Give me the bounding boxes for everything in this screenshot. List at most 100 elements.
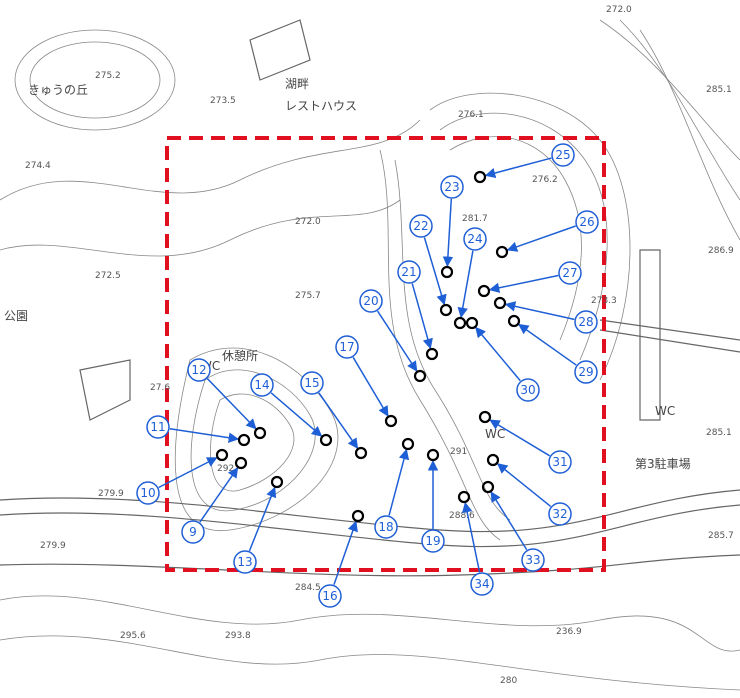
elevation: 273.5 — [210, 96, 236, 106]
elevation: 286.9 — [708, 246, 734, 256]
marker-badge — [146, 415, 170, 439]
marker-number: 15 — [304, 376, 319, 390]
pointer-arrow — [158, 457, 218, 489]
marker-badge — [318, 584, 342, 608]
elevation: 281.7 — [462, 214, 488, 224]
pointer-arrow — [518, 323, 577, 366]
survey-point — [473, 170, 487, 184]
pointer-arrow — [475, 326, 521, 382]
marker-number: 16 — [322, 589, 337, 603]
survey-point — [253, 426, 267, 440]
marker-badge — [335, 335, 359, 359]
survey-point — [413, 369, 427, 383]
marker-number: 22 — [413, 219, 428, 233]
elevation: 273.3 — [591, 296, 617, 306]
marker-number: 29 — [578, 365, 593, 379]
pointer-arrow — [199, 467, 239, 523]
survey-point — [453, 316, 467, 330]
survey-point — [440, 265, 454, 279]
marker-number: 20 — [363, 294, 378, 308]
marker-badge — [374, 515, 398, 539]
place-name: 休憩所 — [222, 348, 258, 363]
marker-number: 13 — [237, 555, 252, 569]
survey-point — [354, 446, 368, 460]
survey-point — [478, 410, 492, 424]
pointer-arrow — [496, 463, 552, 508]
marker-number: 10 — [140, 486, 155, 500]
marker-badge — [575, 210, 599, 234]
marker-badge — [409, 214, 433, 238]
survey-point — [319, 433, 333, 447]
elevation: 280 — [500, 676, 517, 686]
marker-badge — [421, 529, 445, 553]
pointer-arrow — [504, 301, 575, 321]
survey-point — [481, 480, 495, 494]
marker-number: 32 — [552, 507, 567, 521]
pointer-arrow — [206, 378, 257, 430]
survey-point — [493, 296, 507, 310]
labels: きゅうの丘 湖畔レストハウス休憩所第3駐車場公園WCWCWC275.2273.52… — [4, 5, 734, 686]
elevation: 275.7 — [295, 291, 321, 301]
survey-point — [507, 314, 521, 328]
place-name: WC — [485, 427, 505, 441]
survey-point — [401, 437, 415, 451]
survey-point — [465, 316, 479, 330]
marker-number: 28 — [578, 315, 593, 329]
pointer-arrow — [388, 448, 410, 516]
pointer-arrow — [442, 198, 454, 268]
survey-point — [425, 347, 439, 361]
survey-point — [495, 245, 509, 259]
elevation: 274.4 — [25, 161, 51, 171]
pointer-arrow — [488, 274, 559, 293]
survey-point — [237, 433, 251, 447]
elevation: 284.5 — [295, 583, 321, 593]
pointer-arrow — [411, 283, 433, 350]
marker-badge — [233, 550, 257, 574]
marker-badge — [187, 358, 211, 382]
pointer-arrow — [484, 157, 552, 179]
elevation: 293.8 — [225, 631, 251, 641]
survey-point — [384, 414, 398, 428]
elevation: 279.9 — [40, 541, 66, 551]
pointer-arrow — [169, 428, 240, 443]
marker-badge — [516, 378, 540, 402]
marker-badge — [300, 371, 324, 395]
place-name: 公園 — [4, 309, 28, 323]
survey-area — [165, 136, 606, 572]
marker-number: 31 — [552, 455, 567, 469]
survey-point — [486, 453, 500, 467]
pointer-arrow — [333, 520, 358, 585]
marker-number: 9 — [189, 525, 197, 539]
elevation: 236.9 — [556, 627, 582, 637]
marker-number: 19 — [425, 534, 440, 548]
contours — [0, 19, 740, 691]
survey-point — [457, 490, 471, 504]
pointer-arrow — [506, 225, 576, 252]
marker-number: 18 — [378, 520, 393, 534]
marker-badge — [548, 502, 572, 526]
elevation: 285.7 — [708, 531, 734, 541]
marker-number: 11 — [150, 420, 165, 434]
survey-point — [270, 475, 284, 489]
pointer-arrow — [490, 491, 528, 551]
pointer-arrow — [489, 419, 551, 457]
marker-badge — [574, 360, 598, 384]
marker-badge — [558, 261, 582, 285]
marker-badge — [574, 310, 598, 334]
elevation: 295.6 — [120, 631, 146, 641]
survey-point — [477, 284, 491, 298]
place-name: 湖畔 — [285, 76, 309, 91]
elevation: 288.6 — [449, 511, 475, 521]
survey-point — [215, 448, 229, 462]
pointer-arrow — [352, 356, 389, 417]
marker-badge — [548, 450, 572, 474]
elevation: 27.6 — [150, 383, 170, 393]
marker-number: 12 — [191, 363, 206, 377]
pointer-arrow — [423, 237, 447, 306]
marker-number: 26 — [579, 215, 594, 229]
marker-number: 24 — [467, 232, 482, 246]
marker-badge — [250, 373, 274, 397]
marker-number: 14 — [254, 378, 269, 392]
pointer-arrow — [376, 310, 418, 372]
